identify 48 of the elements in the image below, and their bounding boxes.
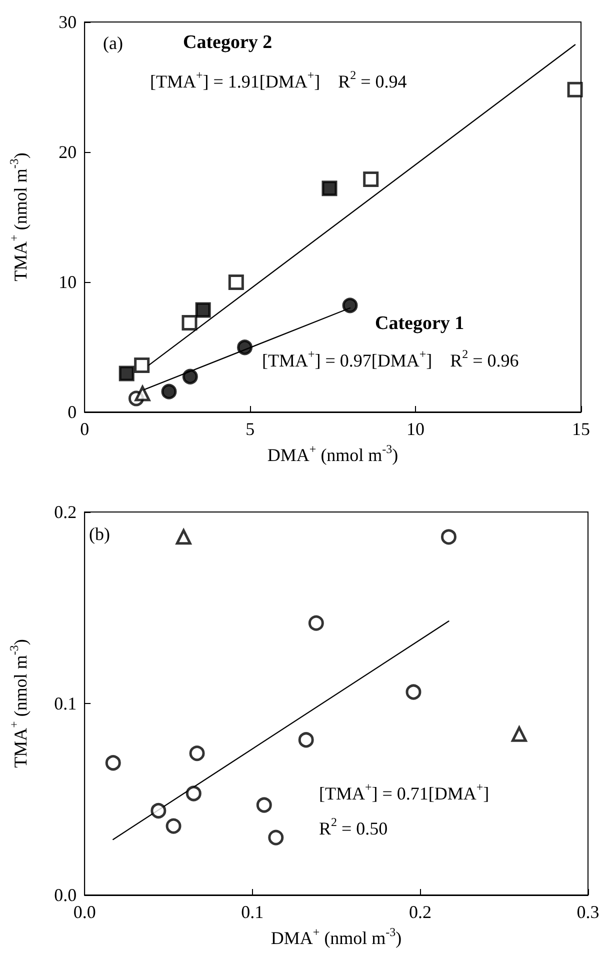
x-tick-label: 10 (406, 419, 425, 439)
point (150, 802, 166, 818)
point (322, 180, 338, 196)
y-tick-label: 0.2 (54, 502, 77, 522)
point (189, 746, 205, 762)
point (182, 368, 198, 384)
point (440, 529, 456, 545)
x-tick-label: 0.0 (73, 902, 96, 922)
annotation: (b) (89, 524, 110, 544)
point (308, 615, 324, 631)
point (182, 314, 198, 330)
point (256, 797, 272, 813)
point (134, 357, 150, 373)
annotation: Category 1 (375, 313, 464, 334)
point (298, 732, 314, 748)
point (186, 786, 202, 802)
point (406, 684, 422, 700)
x-tick-label: 0.3 (576, 902, 600, 922)
point (118, 366, 134, 382)
point (567, 82, 583, 98)
point (268, 830, 284, 846)
point (237, 340, 253, 356)
point (176, 529, 192, 545)
y-tick-label: 0.0 (54, 885, 77, 905)
x-tick-label: 0.1 (241, 902, 264, 922)
x-tick-label: 0.2 (408, 902, 432, 922)
point (166, 818, 182, 834)
y-tick-label: 0 (68, 402, 77, 422)
point (342, 298, 358, 314)
point (195, 302, 211, 318)
y-tick-label: 10 (58, 272, 77, 292)
x-tick-label: 5 (246, 419, 255, 439)
point (161, 384, 177, 400)
y-axis-title: TMA+ (nmol m-3) (7, 639, 30, 768)
y-tick-label: 30 (58, 12, 77, 32)
y-tick-label: 20 (58, 142, 77, 162)
annotation: (a) (103, 33, 123, 53)
x-tick-label: 15 (572, 419, 590, 439)
point (105, 755, 121, 771)
annotation: [TMA+] = 0.71[DMA+] (319, 780, 490, 804)
annotation: Category 2 (183, 32, 272, 53)
y-axis-title: TMA+ (nmol m-3) (7, 152, 30, 282)
point (134, 386, 150, 402)
y-tick-label: 0.1 (54, 694, 77, 714)
point (511, 726, 527, 742)
point (228, 274, 244, 290)
point (363, 172, 379, 188)
x-tick-label: 0 (80, 419, 90, 439)
